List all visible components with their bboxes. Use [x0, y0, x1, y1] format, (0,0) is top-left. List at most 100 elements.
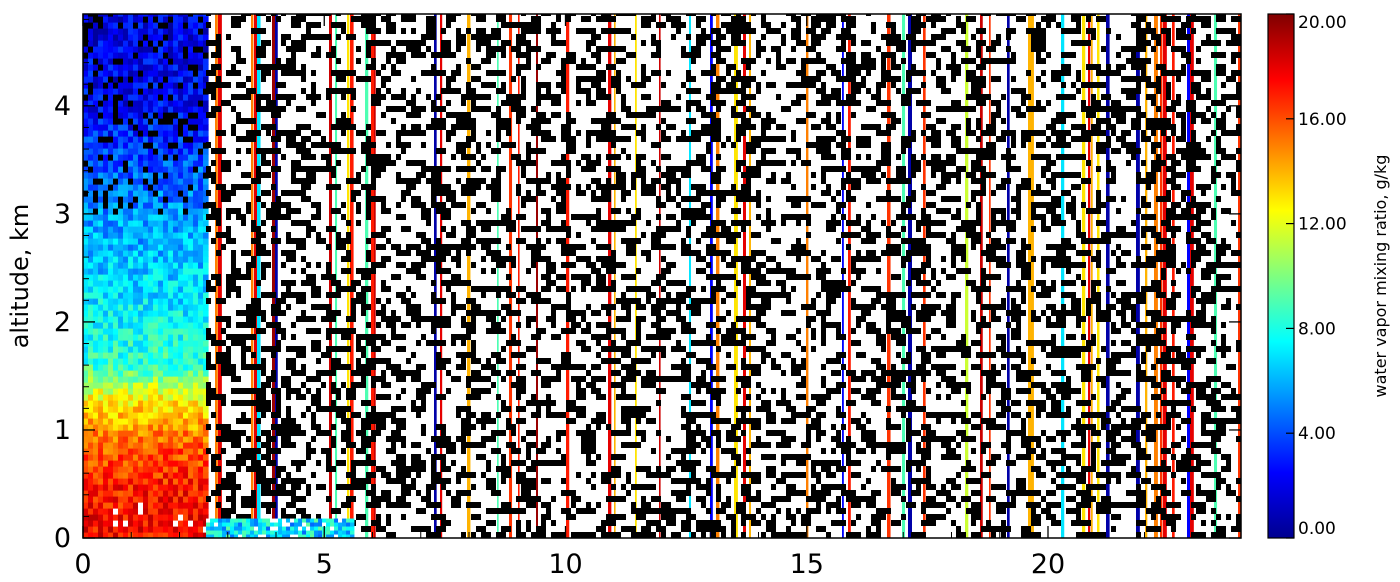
heatmap-cell-2768 [296, 484, 301, 490]
heatmap-cell-4807 [676, 310, 681, 316]
heatmap-cell-1487 [163, 58, 169, 65]
heatmap-cell-517 [108, 70, 114, 77]
heatmap-cell-2027 [198, 514, 204, 521]
heatmap-cell-908 [133, 364, 139, 371]
heatmap-cell-1208 [148, 148, 154, 155]
heatmap-cell-1169 [148, 382, 154, 389]
heatmap-cell-757 [123, 214, 129, 221]
heatmap-cell-1670 [173, 16, 179, 23]
heatmap-cell-1830 [183, 112, 189, 119]
heatmap-cell-1474 [163, 136, 169, 143]
heatmap-cell-194 [93, 424, 99, 431]
heatmap-cell-4199 [561, 220, 566, 226]
heatmap-cell-3062 [351, 190, 361, 196]
heatmap-cell-1048 [138, 52, 144, 59]
heatmap-cell-216 [93, 292, 99, 299]
heatmap-cell-1140 [143, 28, 149, 35]
heatmap-cell-273 [98, 478, 104, 485]
heatmap-cell-1680 [178, 484, 184, 491]
heatmap-cell-4451 [606, 118, 611, 124]
heatmap-cell-981 [138, 454, 144, 461]
heatmap-cell-275 [98, 466, 104, 473]
heatmap-cell-850 [128, 184, 134, 191]
heatmap-cell-3211 [381, 490, 391, 496]
heatmap-cell-4908 [691, 250, 701, 256]
heatmap-cell-1543 [168, 250, 174, 257]
heatmap-cell-3629 [456, 406, 461, 412]
heatmap-cell-4722 [656, 196, 661, 202]
heatmap-cell-1367 [158, 250, 164, 257]
heatmap-cell-2967 [331, 88, 336, 94]
heatmap-cell-3522 [436, 352, 441, 358]
heatmap-cell-2402 [231, 370, 236, 376]
heatmap-cell-1067 [143, 466, 149, 473]
heatmap-cell-89 [88, 526, 94, 533]
heatmap-cell-1097 [143, 286, 149, 293]
heatmap-cell-21 [83, 406, 89, 413]
heatmap-cell-3703 [466, 154, 476, 160]
heatmap-cell-4698 [651, 40, 661, 46]
heatmap-cell-2641 [271, 148, 281, 154]
heatmap-cell-1194 [148, 232, 154, 239]
heatmap-cell-307 [98, 274, 104, 281]
heatmap-cell-3225 [381, 256, 391, 262]
heatmap-cell-1416 [163, 484, 169, 491]
heatmap-cell-2182 [203, 112, 209, 119]
heatmap-cell-4951 [696, 40, 706, 46]
heatmap-cell-584 [113, 196, 119, 203]
heatmap-cell-2506 [251, 466, 261, 472]
heatmap-cell-2216 [467, 14, 471, 538]
heatmap-cell-617 [118, 526, 124, 533]
heatmap-cell-1574 [168, 64, 174, 71]
heatmap-cell-3429 [416, 106, 426, 112]
heatmap-cell-934 [133, 208, 139, 215]
heatmap-cell-2285 [206, 82, 216, 88]
heatmap-cell-1359 [158, 298, 164, 305]
heatmap-cell-2215 [440, 14, 443, 538]
heatmap-cell-3978 [516, 64, 526, 70]
heatmap-cell-4053 [531, 226, 541, 232]
heatmap-cell-488 [108, 244, 114, 251]
heatmap-cell-1665 [173, 46, 179, 53]
heatmap-cell-1069 [143, 454, 149, 461]
heatmap-cell-4834 [681, 370, 691, 376]
heatmap-cell-656 [118, 292, 124, 299]
heatmap-cell-2453 [236, 16, 246, 22]
heatmap-cell-3049 [351, 466, 356, 472]
heatmap-cell-2208 [335, 14, 338, 538]
heatmap-cell-37 [83, 310, 89, 317]
heatmap-cell-142 [88, 208, 94, 215]
heatmap-cell-1620 [173, 316, 179, 323]
heatmap-cell-523 [108, 34, 114, 41]
heatmap-cell-1306 [153, 88, 159, 95]
heatmap-cell-1785 [183, 382, 189, 389]
heatmap-cell-1155 [148, 466, 154, 473]
heatmap-cell-1305 [153, 94, 159, 101]
heatmap-cell-1316 [153, 28, 159, 35]
heatmap-cell-2079 [198, 202, 204, 209]
heatmap-cell-120 [88, 340, 94, 347]
heatmap-cell-4319 [586, 448, 596, 454]
heatmap-cell-166 [88, 64, 94, 71]
heatmap-cell-3496 [431, 196, 436, 202]
heatmap-cell-805 [128, 454, 134, 461]
heatmap-cell-24 [83, 388, 89, 395]
heatmap-cell-4716 [656, 274, 666, 280]
heatmap-cell-4650 [641, 40, 646, 46]
heatmap-cell-4955 [701, 532, 706, 538]
heatmap-cell-779 [123, 82, 129, 89]
heatmap-cell-2584 [261, 190, 266, 196]
heatmap-cell-3804 [486, 418, 496, 424]
heatmap-cell-571 [113, 274, 119, 281]
heatmap-cell-408 [103, 196, 109, 203]
heatmap-cell-4130 [546, 214, 551, 220]
heatmap-cell-1463 [163, 202, 169, 209]
heatmap-cell-2613 [266, 172, 271, 178]
heatmap-cell-861 [128, 118, 134, 125]
heatmap-cell-1255 [153, 394, 159, 401]
heatmap-cell-2777 [296, 352, 306, 358]
heatmap-cell-847 [128, 202, 134, 209]
heatmap-cell-958 [133, 64, 139, 71]
heatmap-cell-997 [138, 358, 144, 365]
heatmap-cell-3086 [356, 208, 361, 214]
